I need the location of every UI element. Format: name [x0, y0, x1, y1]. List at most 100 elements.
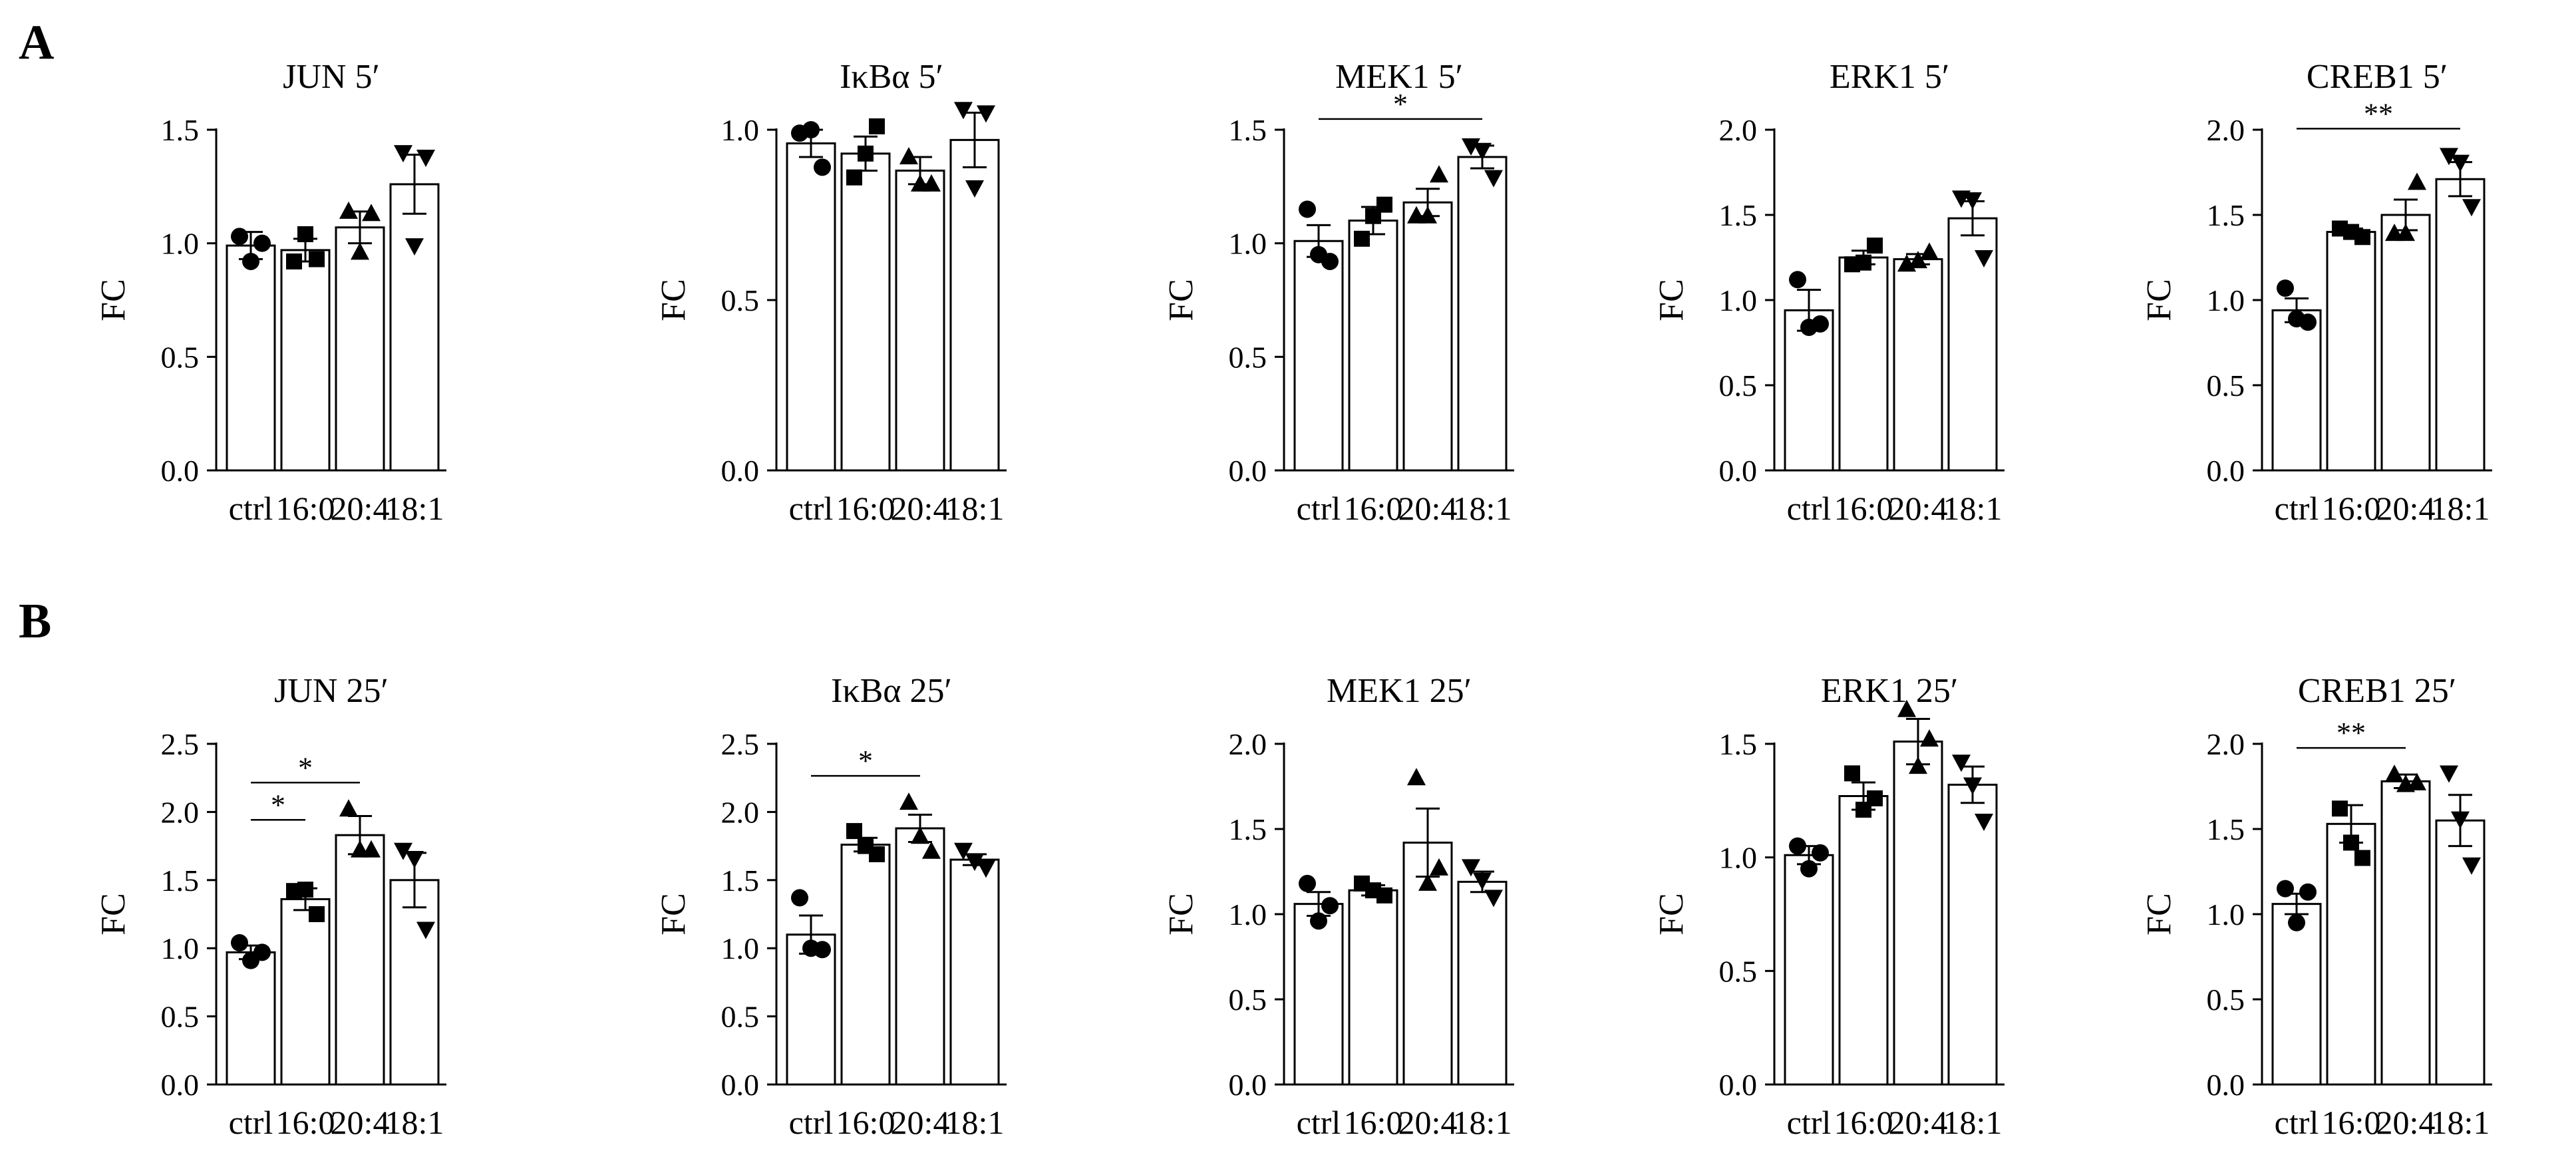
bar-20-4 — [1402, 201, 1453, 472]
data-point — [394, 145, 412, 163]
y-axis-label: FC — [94, 279, 132, 321]
x-tick-label: 16:0 — [276, 490, 335, 527]
x-tick-label: 18:1 — [2431, 1104, 2490, 1141]
significance-label: * — [271, 788, 285, 821]
bar-ctrl — [786, 933, 836, 1086]
bar-20-4 — [335, 226, 385, 472]
data-point — [1963, 192, 1982, 210]
x-tick-label: 20:4 — [891, 490, 950, 527]
data-point — [802, 121, 820, 138]
data-point — [2288, 914, 2305, 931]
y-tick-label: 0.5 — [1719, 369, 1758, 403]
chart-title: ERK1 5′ — [1830, 58, 1949, 96]
bar-ctrl — [2271, 903, 2322, 1086]
data-point — [1909, 251, 1927, 269]
data-point — [2299, 313, 2317, 331]
x-tick-label: 16:0 — [1344, 1104, 1403, 1141]
y-tick-label: 1.5 — [1229, 812, 1267, 846]
chart-erk1-5: ERK1 5′ FC 0.0 0.5 1.0 1.5 2.0 ctrl 16:020:418:1 — [1653, 58, 2005, 527]
y-tick-label: 0.5 — [161, 340, 200, 374]
x-tick-label: ctrl — [2275, 490, 2319, 527]
data-point — [2440, 148, 2458, 166]
chart-i-b-5: IκBα 5′ FC 0.0 0.5 1.0 ctrl 16:020:418:1 — [655, 58, 1007, 527]
data-point — [2277, 279, 2294, 297]
bar-20-4 — [895, 827, 945, 1086]
chart-title: IκBα 5′ — [840, 58, 943, 96]
y-tick-label: 2.0 — [1229, 727, 1267, 761]
y-axis-label: FC — [655, 279, 693, 321]
bar-16-0 — [1838, 256, 1889, 472]
y-axis-label: FC — [655, 893, 693, 935]
y-tick-label: 1.0 — [2207, 283, 2245, 317]
data-point — [2299, 883, 2317, 901]
y-tick-label: 1.0 — [721, 931, 760, 965]
data-point — [2332, 800, 2348, 817]
x-tick-label: ctrl — [789, 490, 834, 527]
y-tick-label: 2.0 — [721, 795, 760, 829]
data-point — [2354, 229, 2370, 246]
y-axis-label: FC — [2140, 893, 2178, 935]
y-tick-label: 0.0 — [2207, 454, 2245, 488]
data-point — [1462, 138, 1480, 156]
data-point — [1430, 858, 1448, 876]
bar-18-1 — [389, 879, 440, 1086]
x-tick-label: 18:1 — [1453, 490, 1512, 527]
bar-18-1 — [1457, 156, 1508, 472]
y-tick-label: 2.0 — [2207, 727, 2245, 761]
data-point — [1867, 790, 1883, 806]
x-tick-label: ctrl — [1297, 1104, 1341, 1141]
data-point — [1484, 890, 1503, 908]
chart-jun-5: JUN 5′ FC 0.0 0.5 1.0 1.5 ctrl 16:020:418:1 — [94, 58, 446, 527]
data-point — [1812, 315, 1829, 333]
x-tick-label: 16:0 — [2322, 1104, 2381, 1141]
bar-20-4 — [895, 169, 945, 472]
data-point — [899, 792, 918, 810]
significance-label: * — [298, 751, 313, 784]
data-point — [1789, 837, 1806, 855]
y-tick-label: 0.5 — [1719, 954, 1758, 988]
data-point — [869, 118, 885, 134]
x-tick-label: 18:1 — [1943, 490, 2003, 527]
chart-title: MEK1 5′ — [1335, 58, 1463, 96]
bar-ctrl — [1293, 903, 1344, 1086]
chart-mek1-25: MEK1 25′ FC 0.0 0.5 1.0 1.5 2.0 ctrl 16:020:418:… — [1162, 672, 1514, 1141]
chart-erk1-25: ERK1 25′ FC 0.0 0.5 1.0 1.5 ctrl 16:020:418:1 — [1653, 672, 2005, 1141]
y-tick-label: 1.0 — [1719, 283, 1758, 317]
data-point — [362, 204, 381, 222]
data-point — [231, 228, 248, 246]
chart-title: JUN 5′ — [283, 58, 380, 96]
y-tick-label: 0.0 — [2207, 1068, 2245, 1102]
data-point — [1376, 196, 1392, 213]
data-point — [339, 201, 358, 219]
data-point — [2385, 764, 2404, 782]
data-point — [911, 826, 929, 844]
y-tick-label: 1.5 — [1719, 198, 1758, 232]
x-tick-label: ctrl — [229, 490, 273, 527]
data-point — [2440, 765, 2458, 783]
data-point — [339, 799, 358, 817]
bar-ctrl — [226, 244, 276, 472]
y-tick-label: 0.0 — [1229, 1068, 1267, 1102]
bar-16-0 — [840, 152, 891, 472]
x-tick-label: ctrl — [229, 1104, 273, 1141]
bar-18-1 — [949, 858, 1000, 1086]
bar-18-1 — [1947, 783, 1998, 1086]
y-tick-label: 0.0 — [161, 1068, 200, 1102]
data-point — [242, 252, 259, 270]
bar-16-0 — [1838, 795, 1889, 1086]
bar-ctrl — [1784, 309, 1834, 472]
bar-20-4 — [1893, 258, 1943, 472]
y-tick-label: 2.5 — [721, 727, 760, 761]
chart-title: IκBα 25′ — [831, 672, 952, 710]
bar-ctrl — [1784, 854, 1834, 1086]
data-point — [2451, 811, 2470, 829]
y-axis-label: FC — [1162, 893, 1200, 935]
data-point — [814, 158, 831, 176]
data-point — [1920, 729, 1939, 747]
chart-creb1-25: CREB1 25′ FC 0.0 0.5 1.0 1.5 2.0 ctrl 16:020:418… — [2140, 672, 2492, 1141]
y-tick-label: 1.5 — [1229, 113, 1267, 147]
x-tick-label: 20:4 — [1398, 1104, 1458, 1141]
panel-label-a: A — [19, 15, 54, 70]
